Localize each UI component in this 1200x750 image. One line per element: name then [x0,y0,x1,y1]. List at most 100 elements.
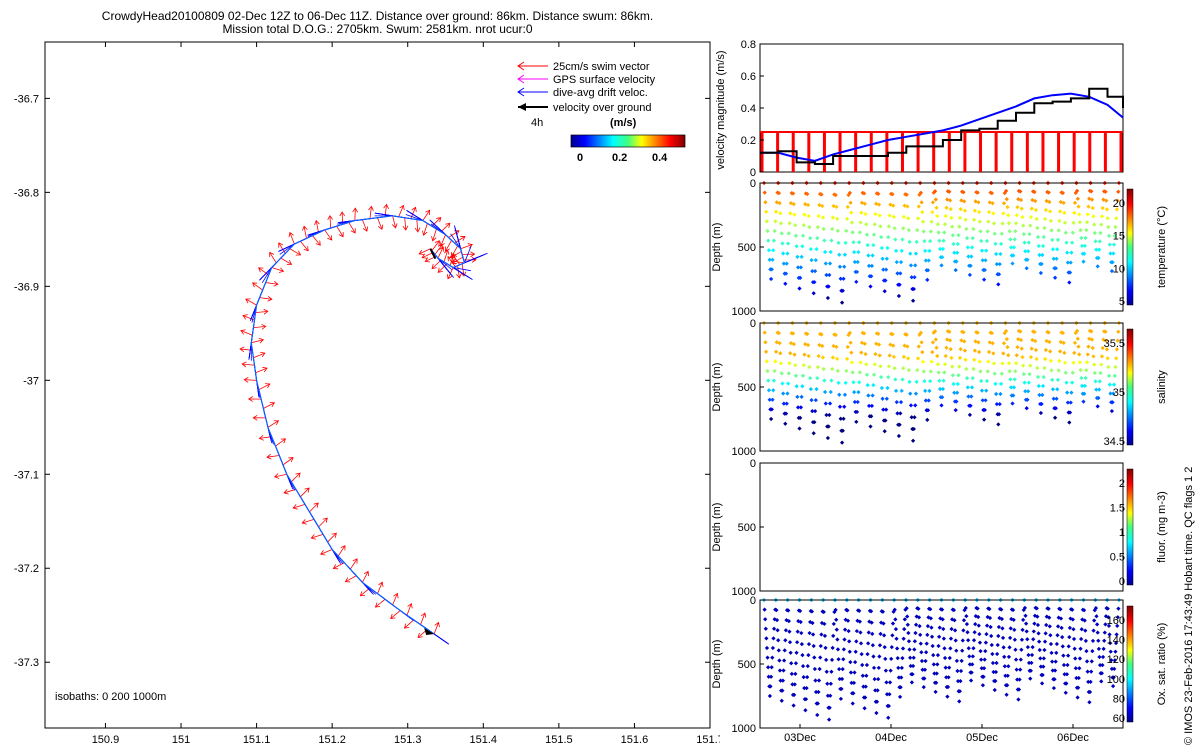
velocity-y-tick-label: 0.8 [741,39,756,51]
section-point [953,408,958,413]
section-point [980,398,985,403]
section-point [993,381,998,386]
swim-arrowhead [421,253,427,259]
section-point [1010,261,1015,266]
swim-arrowhead [239,346,245,353]
swim-vector [271,267,284,272]
swim-arrowhead [313,502,319,508]
section-point [816,689,821,695]
section-point [1031,629,1036,634]
depth-tick-label: 500 [738,522,756,534]
section-point [813,678,818,683]
section-point [801,363,806,368]
section-point [987,615,993,621]
swim-arrowhead [407,602,413,609]
legend-swim: 25cm/s swim vector [553,61,650,73]
section-point [1111,251,1116,256]
section-point [803,708,808,713]
section-point [1013,369,1018,374]
section-point [899,248,904,253]
section-point [1041,664,1046,669]
section-point [775,628,780,633]
section-point [1052,668,1058,673]
section-point [1105,606,1110,611]
section-point [838,696,844,701]
section-point [1042,647,1047,653]
section-point [1048,349,1053,354]
section-point [829,378,834,383]
section-point [861,191,867,196]
section-point [1115,623,1120,628]
section-point [1038,270,1044,276]
section-point [795,254,800,259]
section-point [1099,222,1104,227]
section-point [927,248,932,253]
section-point [1084,649,1089,654]
section-point [1111,675,1116,680]
section-point [854,409,860,415]
section-point [1077,352,1082,357]
map-x-tick-label: 151.4 [470,734,498,746]
section-point [1037,392,1042,398]
section-point [1106,364,1111,370]
section-point [1072,210,1077,215]
section-point [785,251,790,256]
section-point [810,620,815,626]
section-point [939,403,944,408]
section-point [952,618,957,623]
section-point [808,247,813,252]
section-point [1011,385,1017,390]
section-point [1055,387,1060,392]
swim-vector [437,263,448,273]
section-point [788,650,793,655]
section-point [1094,247,1099,252]
section-point [971,366,976,372]
section-point [957,364,962,369]
section-point [808,375,813,381]
section-point [1063,230,1068,235]
section-point [1040,672,1045,678]
section-point [849,220,855,225]
section-point [979,657,984,662]
section-point [966,638,971,643]
gps-arrowhead-icon [517,74,525,84]
section-point [857,380,862,385]
section-point [814,387,819,392]
section-point [837,667,842,672]
section-point [847,639,852,644]
swim-vector [263,402,275,409]
swim-arrowhead [258,337,265,344]
swim-vector [240,330,253,336]
section-point [836,657,841,662]
section-point [825,295,831,301]
swim-arrowhead [431,263,437,270]
section-point [961,330,966,335]
section-point [1085,669,1090,674]
section-point [954,259,959,264]
section-point [1008,385,1014,390]
section-point [807,364,812,370]
section-point [1050,377,1055,382]
title-line-1: CrowdyHead20100809 02-Dec 12Z to 06-Dec … [101,9,654,23]
section-point [964,366,969,372]
section-point [943,665,948,670]
section-point [776,638,781,643]
section-point [797,286,802,291]
section-point [920,209,925,215]
swim-vector [420,612,426,625]
section-colorbar [1126,605,1134,723]
section-point [923,388,928,393]
section-point [923,658,928,664]
section-point [979,248,985,253]
section-point [833,192,838,198]
section-point [937,238,942,243]
depth-axis-label: Depth (m) [711,363,723,412]
section-point [923,650,929,655]
section-point [961,618,967,623]
section-point [1047,339,1052,345]
section-point [821,366,826,372]
section-point [781,251,786,256]
swim-arrowhead [446,274,453,280]
section-point [852,670,857,675]
section-point [827,401,833,406]
